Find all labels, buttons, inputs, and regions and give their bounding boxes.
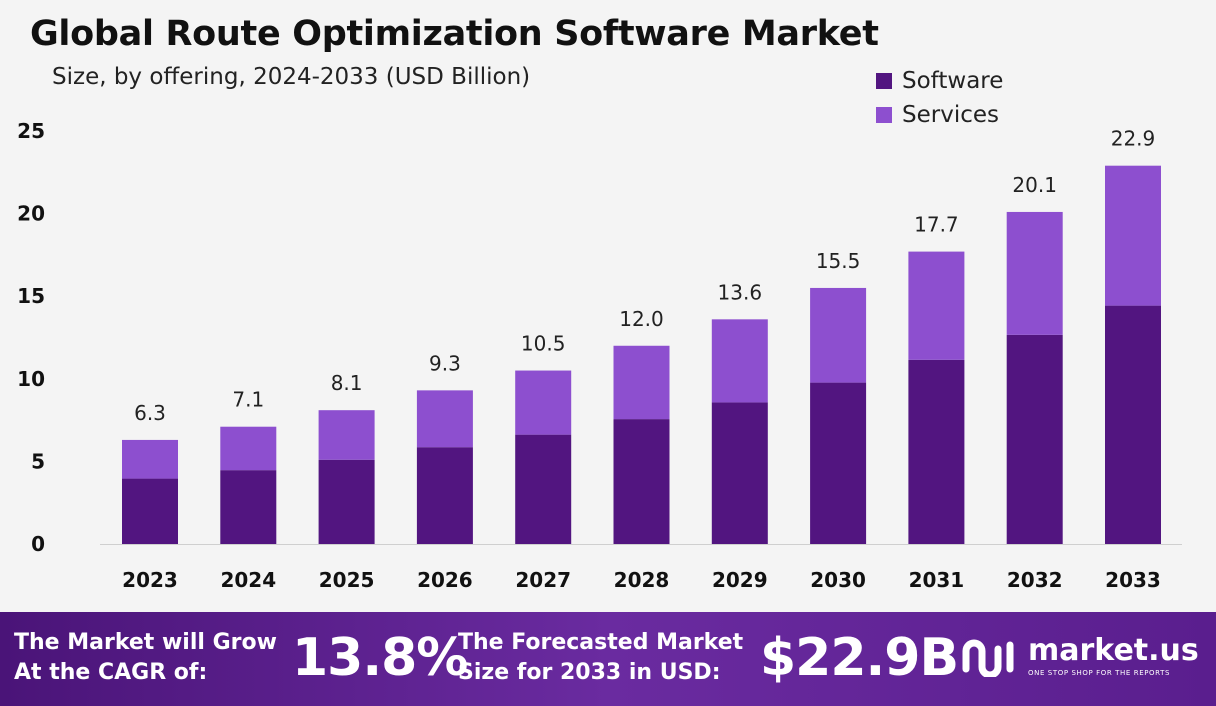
x-tick-label-2031: 2031 bbox=[909, 568, 965, 592]
data-label-2033: 22.9 bbox=[1111, 127, 1156, 151]
bar-software-2032 bbox=[1006, 334, 1063, 544]
legend-swatch-software bbox=[876, 73, 892, 89]
data-label-2031: 17.7 bbox=[914, 213, 959, 237]
data-label-2027: 10.5 bbox=[521, 332, 566, 356]
x-tick-label-2023: 2023 bbox=[122, 568, 178, 592]
bar-services-2031 bbox=[908, 251, 965, 360]
x-tick-label-2033: 2033 bbox=[1105, 568, 1161, 592]
bar-services-2026 bbox=[416, 390, 473, 448]
forecast-label: The Forecasted Market Size for 2033 in U… bbox=[458, 628, 743, 688]
bar-chart: 05101520256.320237.120248.120259.3202610… bbox=[17, 119, 1182, 592]
bar-services-2030 bbox=[810, 287, 867, 383]
data-label-2032: 20.1 bbox=[1012, 173, 1057, 197]
legend-label-services: Services bbox=[902, 102, 999, 128]
logo-tagline: ONE STOP SHOP FOR THE REPORTS bbox=[1028, 669, 1171, 677]
legend: Software Services bbox=[876, 64, 1003, 132]
data-label-2030: 15.5 bbox=[816, 249, 861, 273]
bar-software-2029 bbox=[711, 402, 768, 544]
summary-banner: The Market will Grow At the CAGR of: 13.… bbox=[0, 612, 1216, 706]
forecast-label-line1: The Forecasted Market bbox=[458, 630, 744, 655]
bar-software-2033 bbox=[1105, 305, 1161, 544]
y-tick-label: 10 bbox=[17, 367, 45, 391]
market-us-logo-icon bbox=[962, 639, 1014, 677]
cagr-label-line2: At the CAGR of: bbox=[14, 660, 208, 685]
bar-software-2024 bbox=[220, 470, 277, 544]
bar-services-2028 bbox=[613, 345, 670, 420]
x-tick-label-2026: 2026 bbox=[417, 568, 473, 592]
data-label-2024: 7.1 bbox=[232, 388, 264, 412]
logo-name: market.us bbox=[1028, 633, 1199, 668]
bar-services-2027 bbox=[515, 370, 572, 435]
bar-services-2023 bbox=[122, 439, 178, 479]
bar-services-2025 bbox=[318, 410, 375, 460]
forecast-label-line2: Size for 2033 in USD: bbox=[458, 660, 721, 685]
data-label-2029: 13.6 bbox=[718, 280, 763, 304]
market-us-logo: market.us ONE STOP SHOP FOR THE REPORTS bbox=[960, 636, 1199, 677]
y-tick-label: 0 bbox=[31, 532, 45, 556]
bar-services-2024 bbox=[220, 426, 277, 471]
data-label-2023: 6.3 bbox=[134, 401, 166, 425]
y-tick-label: 20 bbox=[17, 202, 45, 226]
legend-item-software: Software bbox=[876, 64, 1003, 98]
x-tick-label-2028: 2028 bbox=[614, 568, 670, 592]
bar-software-2027 bbox=[515, 434, 572, 544]
bar-software-2023 bbox=[122, 478, 178, 544]
legend-item-services: Services bbox=[876, 98, 1003, 132]
x-tick-label-2024: 2024 bbox=[220, 568, 276, 592]
x-tick-label-2025: 2025 bbox=[319, 568, 375, 592]
forecast-value: $22.9B bbox=[760, 628, 959, 688]
legend-label-software: Software bbox=[902, 68, 1004, 94]
chart-subtitle: Size, by offering, 2024-2033 (USD Billio… bbox=[52, 64, 531, 90]
data-label-2028: 12.0 bbox=[619, 307, 664, 331]
cagr-value: 13.8% bbox=[292, 628, 468, 688]
x-tick-label-2032: 2032 bbox=[1007, 568, 1063, 592]
cagr-label-line1: The Market will Grow bbox=[14, 630, 277, 655]
x-tick-label-2029: 2029 bbox=[712, 568, 768, 592]
bar-software-2028 bbox=[613, 419, 670, 544]
bar-software-2025 bbox=[318, 459, 375, 544]
bar-services-2033 bbox=[1105, 165, 1161, 306]
y-tick-label: 15 bbox=[17, 284, 45, 308]
chart-title: Global Route Optimization Software Marke… bbox=[30, 14, 879, 54]
bar-software-2030 bbox=[810, 382, 867, 544]
data-label-2025: 8.1 bbox=[331, 371, 363, 395]
legend-swatch-services bbox=[876, 107, 892, 123]
cagr-label: The Market will Grow At the CAGR of: bbox=[14, 628, 277, 688]
data-label-2026: 9.3 bbox=[429, 351, 461, 375]
bar-software-2026 bbox=[416, 447, 473, 544]
bar-software-2031 bbox=[908, 359, 965, 544]
bar-services-2029 bbox=[711, 319, 768, 403]
y-tick-label: 25 bbox=[17, 119, 45, 143]
bar-services-2032 bbox=[1006, 211, 1063, 335]
x-tick-label-2027: 2027 bbox=[515, 568, 571, 592]
y-tick-label: 5 bbox=[31, 449, 45, 473]
x-tick-label-2030: 2030 bbox=[810, 568, 866, 592]
logo-text: market.us ONE STOP SHOP FOR THE REPORTS bbox=[1028, 633, 1199, 678]
